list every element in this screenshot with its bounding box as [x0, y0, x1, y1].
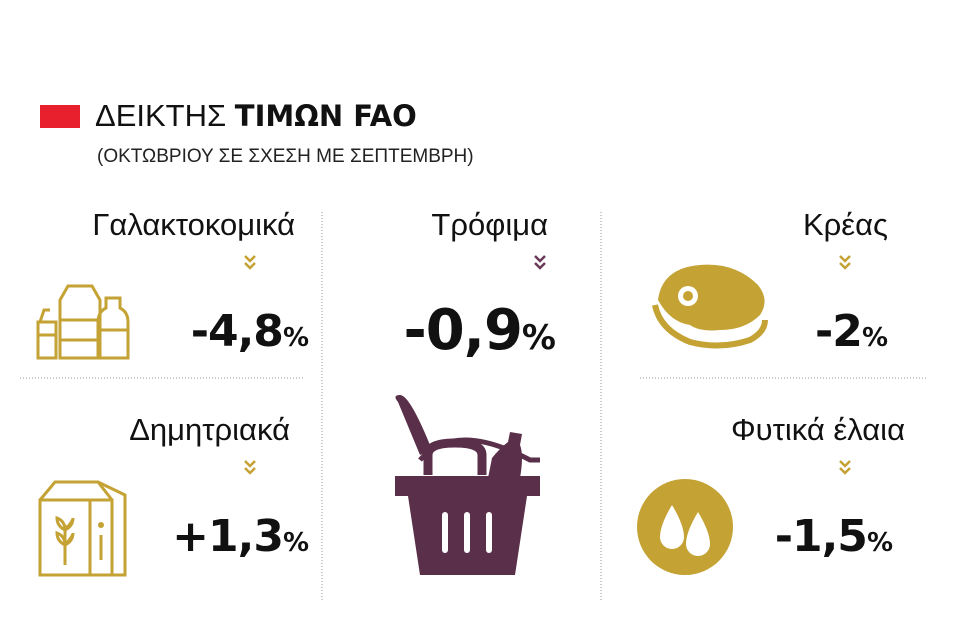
unit: %: [866, 528, 893, 558]
cereal-icon: [38, 480, 127, 577]
item-label: Δημητριακά: [129, 412, 290, 447]
red-marker: [40, 105, 80, 128]
meat-icon: [652, 264, 768, 349]
unit: %: [521, 318, 556, 358]
item-label: Φυτικά έλαια: [730, 412, 905, 447]
value: -0,9: [403, 298, 522, 363]
title-bold: ΤΙΜΩΝ FAO: [234, 99, 417, 133]
item-value: -0,9%: [403, 298, 556, 363]
item-value: -4,8%: [190, 306, 309, 357]
unit: %: [282, 528, 309, 558]
subtitle: (ΟΚΤΩΒΡΙΟΥ ΣΕ ΣΧΕΣΗ ΜΕ ΣΕΠΤΕΜΒΡΗ): [97, 146, 474, 167]
title-light: ΔΕΙΚΤΗΣ: [95, 98, 227, 133]
value: -4,8: [190, 306, 284, 357]
item-label: Γαλακτοκομικά: [92, 207, 295, 242]
oil-icon: [637, 479, 733, 575]
item-label: Τρόφιμα: [431, 207, 548, 242]
basket-icon: [395, 395, 540, 575]
unit: %: [282, 323, 309, 353]
value: +1,3: [172, 511, 284, 562]
item-label: Κρέας: [803, 207, 888, 242]
dairy-icon: [36, 284, 130, 360]
item-value: -2%: [815, 306, 888, 357]
item-value: +1,3%: [172, 511, 309, 562]
unit: %: [861, 323, 888, 353]
item-value: -1,5%: [774, 511, 893, 562]
title: ΔΕΙΚΤΗΣ ΤΙΜΩΝ FAO: [95, 98, 417, 134]
value: -1,5: [774, 511, 868, 562]
value: -2: [815, 306, 863, 357]
